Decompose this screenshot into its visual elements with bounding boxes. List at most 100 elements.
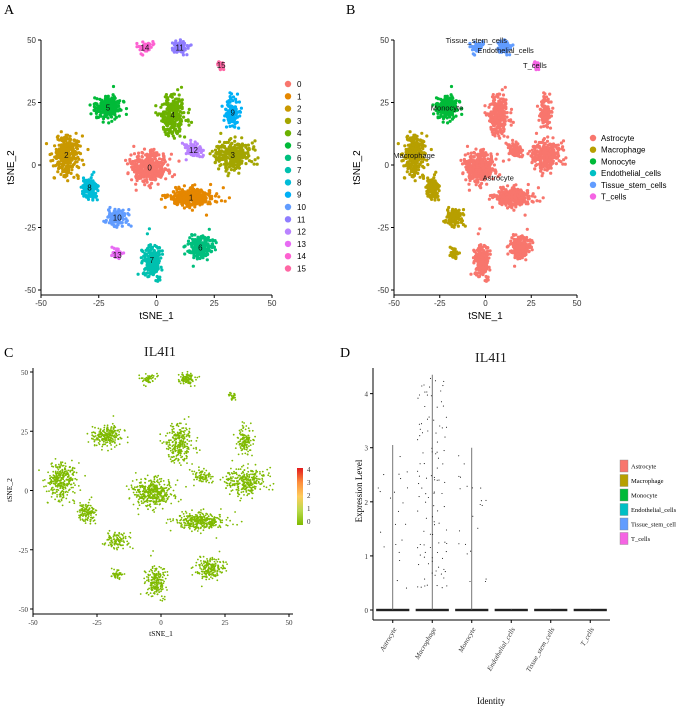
scatter-point [498, 92, 502, 96]
scatter-point [83, 182, 87, 187]
scatter-point [497, 99, 501, 103]
scatter-point [240, 145, 244, 149]
scatter-point [492, 163, 496, 167]
scatter-point [441, 120, 445, 124]
scatter-point [66, 170, 71, 174]
scatter-point [152, 154, 156, 158]
scatter-point [203, 194, 207, 198]
scatter-point [234, 158, 238, 162]
scatter-point [527, 197, 531, 201]
a-x-tick-label: 25 [210, 299, 219, 308]
scatter-point [445, 94, 449, 98]
scatter-point [189, 120, 194, 124]
scatter-point [253, 158, 257, 162]
a-y-tick-label: -25 [24, 224, 36, 233]
scatter-point [108, 212, 112, 217]
scatter-point [505, 192, 509, 196]
scatter-point [111, 84, 116, 89]
scatter-point [534, 131, 539, 135]
scatter-point [449, 84, 454, 89]
scatter-point [207, 193, 211, 197]
scatter-point [155, 153, 159, 157]
scatter-point [186, 118, 190, 122]
scatter-point [176, 115, 180, 119]
scatter-point [511, 186, 515, 190]
scatter-point [485, 182, 489, 186]
scatter-point [166, 123, 170, 127]
scatter-point [142, 271, 146, 275]
scatter-point [224, 156, 228, 160]
scatter-point [516, 254, 520, 259]
scatter-point [250, 141, 254, 145]
scatter-point [86, 197, 91, 201]
scatter-point [200, 193, 204, 197]
scatter-point [511, 120, 515, 124]
scatter-point [196, 194, 200, 198]
legend-label: 2 [297, 105, 302, 114]
scatter-point [106, 99, 110, 103]
scatter-point [183, 135, 187, 139]
scatter-point [89, 176, 93, 180]
scatter-point [48, 152, 52, 157]
legend-label: 11 [297, 215, 306, 224]
scatter-point [160, 249, 164, 253]
scatter-point [480, 163, 484, 167]
cluster-label: 12 [189, 146, 198, 155]
scatter-point [478, 184, 482, 188]
scatter-point [124, 112, 128, 116]
scatter-point [499, 185, 503, 190]
scatter-point [141, 174, 145, 178]
scatter-point [461, 172, 465, 176]
scatter-point [256, 156, 260, 160]
scatter-point [510, 206, 514, 210]
scatter-point [526, 239, 530, 243]
scatter-point [125, 219, 129, 223]
scatter-point [217, 195, 221, 199]
scatter-point [445, 116, 449, 120]
scatter-point [436, 116, 440, 120]
scatter-point [163, 193, 167, 197]
scatter-point [82, 192, 86, 196]
scatter-point [192, 242, 196, 246]
scatter-point [162, 169, 166, 173]
scatter-point [176, 197, 180, 201]
scatter-point [494, 114, 498, 118]
scatter-point [182, 184, 186, 188]
scatter-point [157, 157, 162, 161]
scatter-point [122, 100, 126, 104]
a-x-tick-label: 0 [154, 299, 159, 308]
scatter-point [230, 146, 234, 150]
scatter-point [44, 142, 49, 146]
scatter-point [193, 202, 197, 206]
legend-label: 7 [297, 166, 302, 175]
scatter-point [491, 102, 496, 106]
scatter-point [134, 176, 138, 180]
scatter-point [95, 103, 99, 107]
scatter-point [506, 184, 510, 188]
scatter-point [233, 163, 237, 167]
scatter-point [533, 158, 538, 162]
scatter-point [165, 193, 170, 197]
cluster-label: 13 [113, 251, 122, 260]
scatter-point [511, 250, 515, 254]
scatter-point [513, 264, 517, 268]
scatter-point [151, 272, 155, 276]
scatter-point [184, 200, 188, 204]
scatter-point [426, 163, 430, 167]
scatter-point [229, 117, 233, 121]
scatter-point [86, 194, 90, 198]
scatter-point [91, 196, 95, 200]
scatter-point [533, 195, 537, 199]
scatter-point [516, 241, 520, 245]
scatter-point [161, 154, 166, 158]
scatter-point [557, 159, 561, 163]
scatter-point [91, 192, 95, 196]
scatter-point [509, 118, 513, 122]
scatter-point [156, 182, 160, 186]
scatter-point [415, 137, 420, 142]
scatter-point [531, 145, 535, 149]
scatter-point [176, 202, 180, 206]
scatter-point [204, 213, 209, 217]
scatter-point [469, 154, 473, 158]
